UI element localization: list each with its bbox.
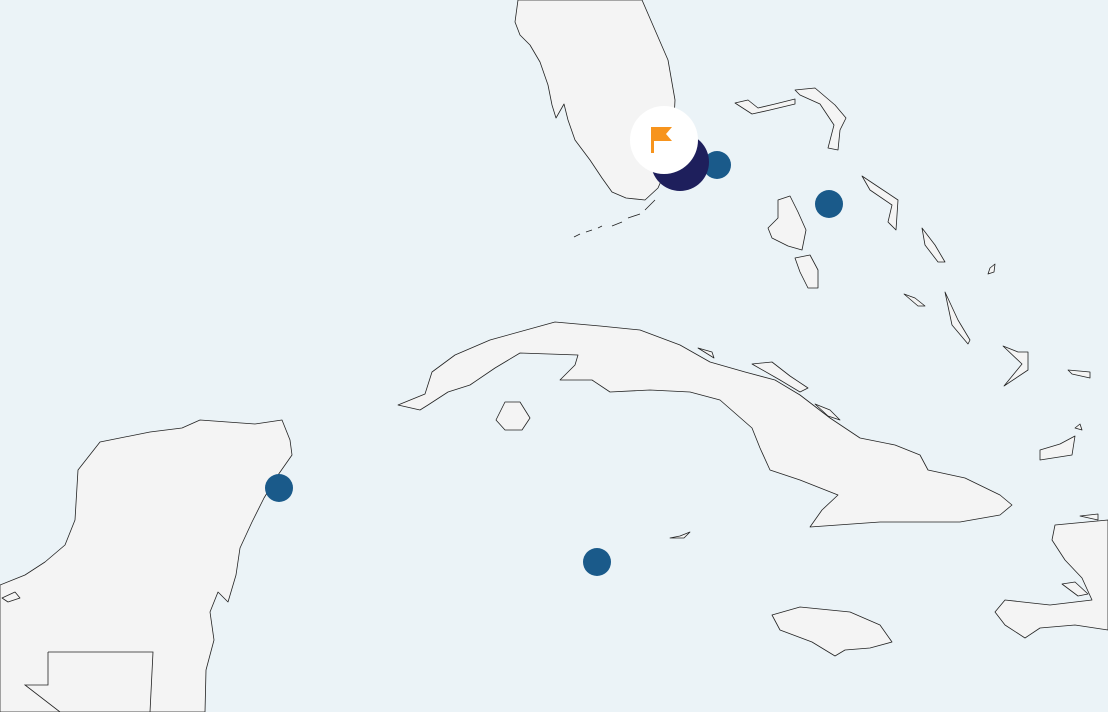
border xyxy=(23,651,154,712)
eleuthera xyxy=(861,175,899,231)
abaco xyxy=(794,87,847,151)
cayman xyxy=(669,531,691,539)
flag-icon xyxy=(651,127,672,153)
island xyxy=(697,347,715,359)
location-marker[interactable] xyxy=(703,151,731,179)
isla-juventud xyxy=(495,401,531,431)
island xyxy=(1061,581,1089,597)
island xyxy=(1079,513,1099,521)
island xyxy=(1067,369,1091,379)
grand-bahama xyxy=(734,98,796,115)
andros xyxy=(767,195,807,251)
florida-keys xyxy=(573,199,656,238)
island xyxy=(944,291,971,345)
island xyxy=(814,403,841,421)
location-marker[interactable] xyxy=(815,190,843,218)
hispaniola xyxy=(994,519,1108,639)
jamaica xyxy=(771,606,893,657)
island xyxy=(903,293,926,307)
location-marker[interactable] xyxy=(265,474,293,502)
island xyxy=(1002,345,1029,387)
cuba xyxy=(397,321,1013,528)
exuma xyxy=(921,227,946,263)
island xyxy=(987,263,996,275)
island xyxy=(794,254,819,289)
island xyxy=(1039,435,1076,461)
yucatan xyxy=(0,419,293,712)
island xyxy=(1,591,21,603)
island xyxy=(751,361,809,393)
location-marker[interactable] xyxy=(583,548,611,576)
island xyxy=(1074,423,1083,431)
